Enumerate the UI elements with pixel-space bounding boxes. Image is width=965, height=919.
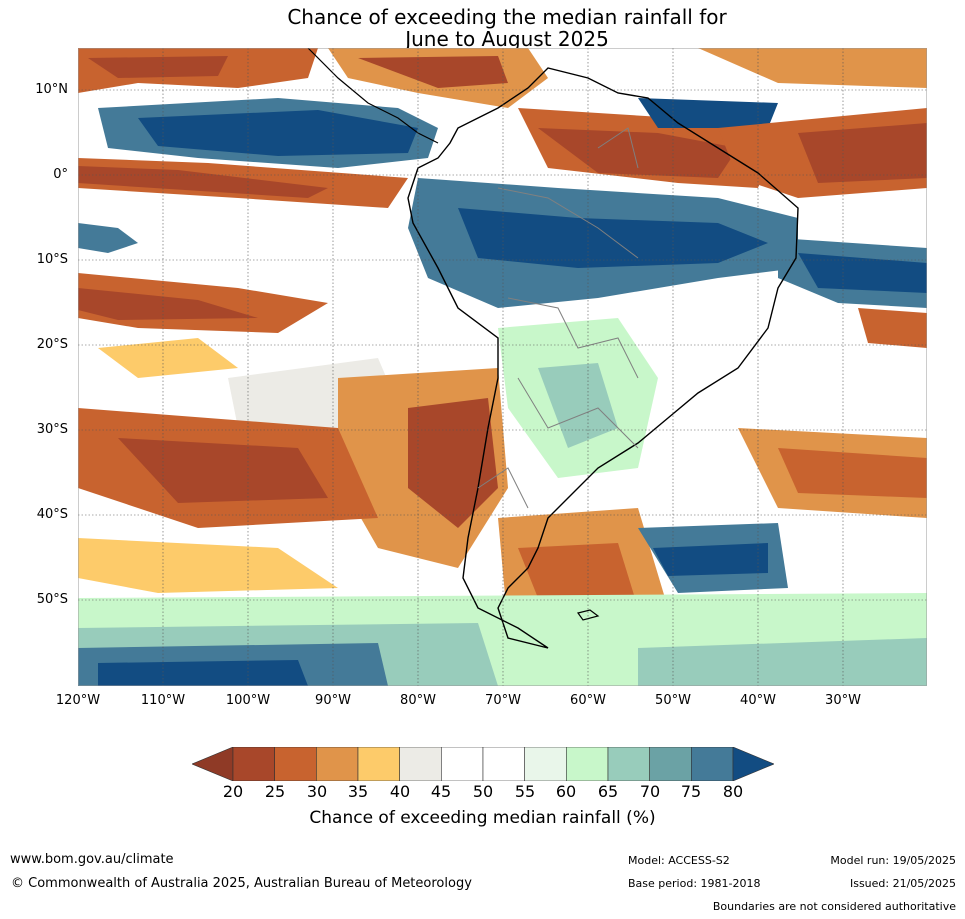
moderate-wet-region-central-sa bbox=[538, 363, 618, 448]
dry-region-atlantic-15s bbox=[858, 308, 927, 348]
lon-label-110w: 110°W bbox=[140, 693, 186, 708]
footer-model-run: Model run: 19/05/2025 bbox=[830, 854, 956, 867]
wet-region-atlantic-north bbox=[638, 98, 778, 128]
wet-region-amazon-core bbox=[458, 208, 768, 268]
lon-label-30w: 30°W bbox=[825, 693, 861, 708]
lat-label-10n: 10°N bbox=[35, 82, 68, 97]
footer-issued: Issued: 21/05/2025 bbox=[849, 877, 956, 890]
colorbar-over-arrow bbox=[732, 747, 774, 781]
colorbar-swatch-30-35 bbox=[316, 747, 359, 781]
colorbar-swatch-35-40 bbox=[357, 747, 400, 781]
wet-region-south-atlantic-core bbox=[798, 253, 927, 293]
lat-label-30s: 30°S bbox=[36, 422, 68, 437]
rainfall-map bbox=[78, 48, 927, 686]
colorbar-tick-50: 50 bbox=[472, 782, 494, 801]
lat-label-0: 0° bbox=[53, 167, 68, 182]
lon-label-90w: 90°W bbox=[315, 693, 351, 708]
colorbar-swatch-65-70 bbox=[607, 747, 650, 781]
colorbar-tick-45: 45 bbox=[430, 782, 452, 801]
dry-region-atlantic-equator-core bbox=[798, 123, 927, 183]
lat-label-20s: 20°S bbox=[36, 337, 68, 352]
moderate-band-pacific-45s bbox=[78, 538, 338, 593]
map-frame bbox=[78, 48, 927, 686]
colorbar-swatch-40-45 bbox=[399, 747, 442, 781]
lat-label-50s: 50°S bbox=[36, 592, 68, 607]
country-borders bbox=[477, 127, 639, 509]
footer-base-period: Base period: 1981-2018 bbox=[628, 877, 761, 890]
wet-region-southern-ocean-core bbox=[98, 660, 308, 686]
lon-label-40w: 40°W bbox=[740, 693, 776, 708]
map-title-line2: June to August 2025 bbox=[405, 27, 609, 51]
lon-label-60w: 60°W bbox=[570, 693, 606, 708]
wet-region-southern-ocean-east bbox=[638, 638, 927, 686]
colorbar-swatch-55-60 bbox=[524, 747, 567, 781]
map-graticule bbox=[78, 48, 927, 686]
colorbar bbox=[192, 747, 774, 781]
wet-region-equatorial-pacific-core bbox=[138, 110, 418, 156]
colorbar-tick-80: 80 bbox=[722, 782, 744, 801]
footer-copyright: © Commonwealth of Australia 2025, Austra… bbox=[11, 876, 472, 891]
footer-website[interactable]: www.bom.gov.au/climate bbox=[10, 852, 174, 867]
colorbar-tick-70: 70 bbox=[639, 782, 661, 801]
colorbar-swatch-45-50 bbox=[441, 747, 484, 781]
map-title-line1: Chance of exceeding the median rainfall … bbox=[287, 5, 727, 29]
lon-label-80w: 80°W bbox=[400, 693, 436, 708]
wet-region-pacific-10s bbox=[78, 223, 138, 253]
colorbar-tick-20: 20 bbox=[222, 782, 244, 801]
dry-region-north-pacific-core bbox=[88, 56, 228, 78]
lon-label-70w: 70°W bbox=[485, 693, 521, 708]
dry-band-pacific-15s-core bbox=[78, 288, 258, 320]
footer-model: Model: ACCESS-S2 bbox=[628, 854, 730, 867]
colorbar-tick-40: 40 bbox=[389, 782, 411, 801]
wet-region-south-atlantic-45s-core bbox=[653, 543, 768, 576]
colorbar-tick-35: 35 bbox=[347, 782, 369, 801]
colorbar-label: Chance of exceeding median rainfall (%) bbox=[309, 808, 656, 828]
lon-label-100w: 100°W bbox=[225, 693, 271, 708]
colorbar-under-arrow bbox=[192, 747, 234, 781]
lat-label-10s: 10°S bbox=[36, 252, 68, 267]
colorbar-tick-25: 25 bbox=[264, 782, 286, 801]
lon-label-120w: 120°W bbox=[55, 693, 101, 708]
dry-band-pacific-35s-core bbox=[118, 438, 328, 503]
lat-label-40s: 40°S bbox=[36, 507, 68, 522]
dry-region-atlantic-north-edge bbox=[698, 48, 927, 88]
footer-disclaimer: Boundaries are not considered authoritat… bbox=[712, 900, 956, 913]
colorbar-swatch-70-75 bbox=[649, 747, 692, 781]
colorbar-tick-65: 65 bbox=[597, 782, 619, 801]
south-america-coastline bbox=[407, 67, 799, 649]
colorbar-swatch-25-30 bbox=[274, 747, 317, 781]
colorbar-swatch-50-55 bbox=[482, 747, 525, 781]
colorbar-swatch-20-25 bbox=[232, 747, 275, 781]
colorbar-swatch-60-65 bbox=[566, 747, 609, 781]
colorbar-tick-30: 30 bbox=[306, 782, 328, 801]
dry-band-equator-core bbox=[78, 166, 328, 198]
dry-region-caribbean-core bbox=[358, 56, 508, 88]
lon-label-50w: 50°W bbox=[655, 693, 691, 708]
dry-region-south-atlantic-east-core bbox=[778, 448, 927, 498]
moderate-band-pacific-25s bbox=[98, 338, 238, 378]
dry-region-chile-core bbox=[408, 398, 498, 528]
colorbar-tick-75: 75 bbox=[680, 782, 702, 801]
colorbar-swatch-75-80 bbox=[691, 747, 734, 781]
colorbar-tick-60: 60 bbox=[555, 782, 577, 801]
falkland-islands bbox=[576, 609, 600, 621]
colorbar-tick-55: 55 bbox=[514, 782, 536, 801]
